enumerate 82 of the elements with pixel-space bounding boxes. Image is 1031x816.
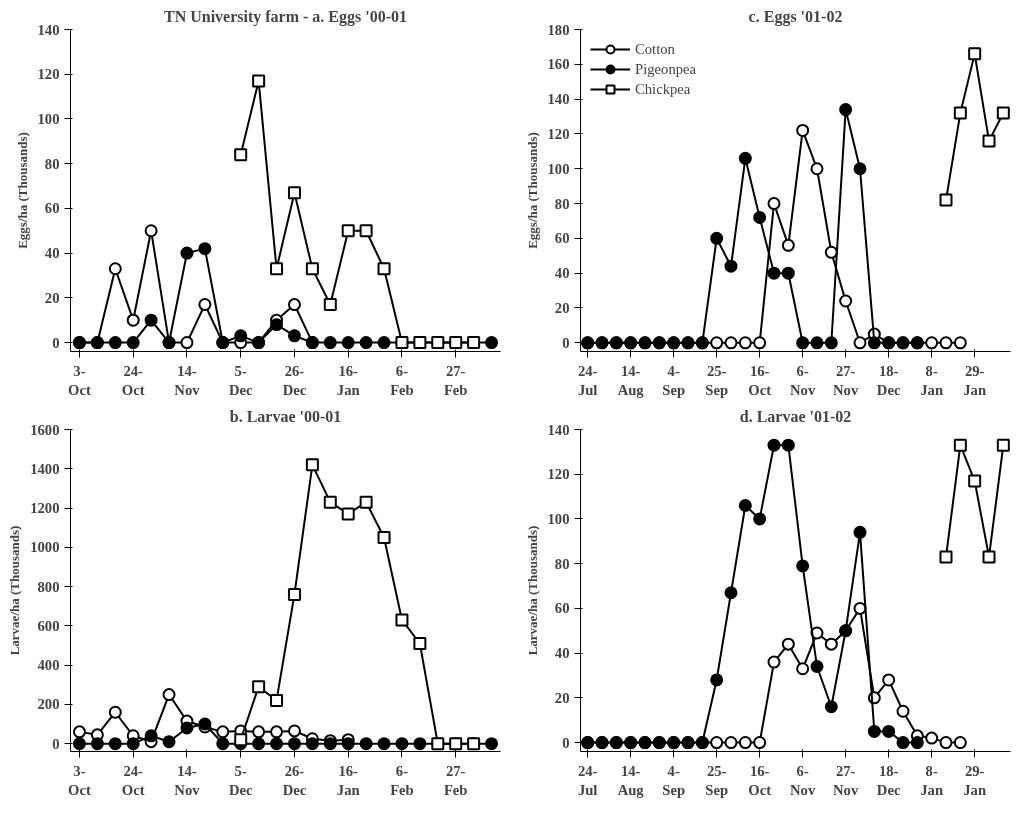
x-tick-label: 24- Oct (121, 362, 145, 398)
x-tick-label: 29- Jan (963, 362, 987, 398)
y-tick-label: 0 (52, 334, 60, 351)
x-tick-label: 6- Feb (390, 762, 414, 798)
legend-label: Pigeonpea (635, 60, 697, 78)
x-tick-label: 27- Feb (443, 762, 468, 798)
x-tick-label: 14- Nov (174, 762, 201, 798)
legend-label: Chickpea (635, 80, 691, 98)
legend-label: Cotton (635, 40, 675, 58)
x-tick-label: 4- Sep (662, 362, 686, 398)
chart-title: d. Larvae '01-02 (739, 407, 852, 425)
y-tick-label: 60 (554, 600, 570, 617)
y-tick-label: 140 (547, 421, 570, 438)
y-tick-label: 120 (547, 125, 570, 142)
y-tick-label: 60 (554, 230, 570, 247)
y-axis-title: Larvae/ha (Thousands) (524, 525, 540, 656)
y-axis-title: Eggs/ha (Thousands) (524, 132, 540, 249)
x-tick-label: 6- Feb (390, 362, 414, 398)
x-tick-label: 3- Oct (68, 762, 91, 798)
y-tick-label: 100 (547, 160, 570, 177)
x-tick-label: 24- Jul (577, 762, 598, 798)
y-tick-label: 800 (37, 578, 60, 595)
y-tick-label: 180 (547, 21, 570, 38)
x-tick-label: 14- Aug (617, 762, 645, 798)
y-tick-label: 120 (37, 66, 60, 83)
y-tick-label: 60 (44, 200, 60, 217)
chart-title: TN University farm - a. Eggs '00-01 (163, 7, 408, 26)
y-tick-label: 140 (547, 91, 570, 108)
x-tick-label: 16- Oct (748, 762, 772, 798)
x-tick-label: 29- Jan (963, 762, 987, 798)
y-tick-label: 1600 (30, 421, 60, 438)
x-tick-label: 18- Dec (876, 362, 901, 398)
x-tick-label: 6- Nov (790, 762, 816, 798)
x-tick-label: 4- Sep (662, 762, 686, 798)
y-tick-label: 0 (52, 735, 60, 752)
y-tick-label: 80 (554, 195, 570, 212)
x-tick-label: 18- Dec (876, 762, 901, 798)
y-tick-label: 200 (37, 696, 60, 713)
x-tick-label: 16- Jan (336, 762, 360, 798)
x-tick-label: 16- Jan (336, 362, 360, 398)
x-tick-label: 5- Dec (228, 362, 253, 398)
y-axis-title: Eggs/ha (Thousands) (14, 132, 30, 249)
y-tick-label: 1000 (30, 539, 60, 556)
y-tick-label: 20 (554, 299, 570, 316)
x-tick-label: 26- Dec (282, 762, 307, 798)
y-tick-label: 20 (554, 689, 570, 706)
y-tick-label: 140 (37, 21, 60, 38)
x-tick-label: 27- Feb (443, 362, 468, 398)
y-tick-label: 0 (562, 734, 570, 751)
x-tick-label: 24- Jul (577, 362, 598, 398)
x-tick-label: 27- Nov (833, 362, 859, 398)
x-tick-label: 25- Sep (705, 362, 729, 398)
y-tick-label: 100 (37, 110, 60, 127)
y-tick-label: 1400 (30, 460, 60, 477)
y-axis-title: Larvae/ha (Thousands) (7, 525, 23, 656)
y-tick-label: 20 (44, 289, 60, 306)
x-tick-label: 8- Jan (920, 362, 944, 398)
x-tick-label: 27- Nov (833, 762, 859, 798)
y-tick-label: 40 (554, 265, 570, 282)
x-tick-label: 5- Dec (228, 762, 253, 798)
y-tick-label: 100 (547, 510, 570, 527)
chart-title: b. Larvae '00-01 (229, 407, 342, 425)
x-tick-label: 14- Aug (617, 362, 645, 398)
y-tick-label: 600 (37, 617, 60, 634)
x-tick-label: 24- Oct (121, 762, 145, 798)
x-tick-label: 25- Sep (705, 762, 729, 798)
y-tick-label: 160 (547, 56, 570, 73)
x-tick-label: 8- Jan (920, 762, 944, 798)
chart-title: c. Eggs '01-02 (748, 7, 843, 26)
x-tick-label: 6- Nov (790, 362, 816, 398)
y-tick-label: 40 (44, 245, 60, 262)
x-tick-label: 14- Nov (174, 362, 201, 398)
y-tick-label: 400 (37, 657, 60, 674)
y-tick-label: 0 (562, 334, 570, 351)
y-tick-label: 40 (554, 645, 570, 662)
y-tick-label: 80 (554, 555, 570, 572)
x-tick-label: 26- Dec (282, 362, 307, 398)
y-tick-label: 1200 (30, 500, 60, 517)
x-tick-label: 3- Oct (68, 362, 91, 398)
x-tick-label: 16- Oct (748, 362, 772, 398)
y-tick-label: 120 (547, 466, 570, 483)
y-tick-label: 80 (44, 155, 60, 172)
